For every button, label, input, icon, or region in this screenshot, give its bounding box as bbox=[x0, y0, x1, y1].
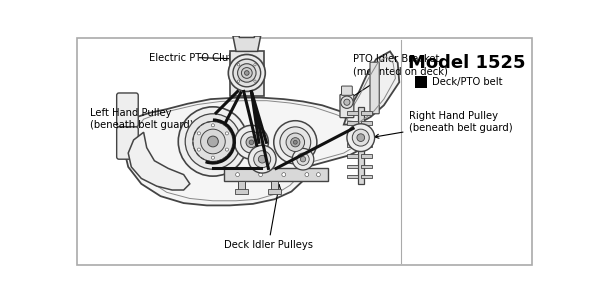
Bar bbox=[347, 132, 358, 136]
Bar bbox=[230, 51, 264, 96]
Circle shape bbox=[280, 127, 311, 158]
Bar bbox=[361, 165, 371, 168]
Bar bbox=[347, 122, 358, 125]
Bar bbox=[358, 107, 364, 184]
Bar bbox=[347, 165, 358, 168]
Bar bbox=[224, 168, 328, 181]
Circle shape bbox=[274, 121, 317, 164]
Circle shape bbox=[282, 173, 286, 176]
Circle shape bbox=[300, 157, 306, 162]
Circle shape bbox=[248, 145, 276, 173]
FancyBboxPatch shape bbox=[117, 127, 138, 159]
Polygon shape bbox=[124, 98, 372, 206]
Circle shape bbox=[228, 55, 265, 92]
FancyBboxPatch shape bbox=[77, 38, 533, 266]
FancyBboxPatch shape bbox=[117, 93, 138, 127]
Bar bbox=[235, 189, 248, 194]
Bar bbox=[361, 143, 371, 147]
Circle shape bbox=[245, 70, 249, 75]
Text: Right Hand Pulley
(beneath belt guard): Right Hand Pulley (beneath belt guard) bbox=[375, 111, 512, 138]
Circle shape bbox=[236, 173, 239, 176]
Circle shape bbox=[198, 132, 201, 135]
Text: Deck/PTO belt: Deck/PTO belt bbox=[431, 77, 502, 87]
Circle shape bbox=[259, 173, 262, 176]
Circle shape bbox=[237, 80, 240, 82]
Circle shape bbox=[208, 136, 218, 147]
Circle shape bbox=[297, 153, 309, 165]
Bar bbox=[361, 132, 371, 136]
Text: Electric PTO Clutch: Electric PTO Clutch bbox=[149, 52, 244, 63]
Circle shape bbox=[211, 156, 214, 159]
Circle shape bbox=[226, 132, 228, 135]
Polygon shape bbox=[233, 36, 261, 51]
Circle shape bbox=[237, 64, 240, 66]
Circle shape bbox=[286, 133, 305, 152]
Circle shape bbox=[242, 68, 252, 78]
Circle shape bbox=[249, 140, 253, 145]
Text: Deck Idler Pulleys: Deck Idler Pulleys bbox=[224, 185, 313, 250]
Polygon shape bbox=[129, 132, 190, 190]
Bar bbox=[271, 181, 278, 190]
Bar bbox=[347, 175, 358, 178]
Circle shape bbox=[305, 173, 309, 176]
Text: PTO Idler Bracket
(mounted on deck): PTO Idler Bracket (mounted on deck) bbox=[349, 55, 448, 99]
Circle shape bbox=[341, 96, 353, 108]
Bar bbox=[361, 175, 371, 178]
Circle shape bbox=[292, 148, 314, 170]
Circle shape bbox=[240, 131, 262, 153]
Circle shape bbox=[211, 124, 214, 127]
Bar bbox=[268, 189, 281, 194]
Bar bbox=[347, 111, 358, 115]
Circle shape bbox=[293, 140, 298, 144]
Polygon shape bbox=[344, 51, 399, 124]
Text: Left Hand Pulley
(beneath belt guard): Left Hand Pulley (beneath belt guard) bbox=[90, 108, 193, 136]
Bar bbox=[361, 154, 371, 158]
Polygon shape bbox=[239, 28, 255, 38]
Circle shape bbox=[233, 59, 261, 87]
Circle shape bbox=[246, 137, 257, 148]
Circle shape bbox=[234, 125, 268, 159]
Circle shape bbox=[254, 64, 256, 66]
Circle shape bbox=[258, 155, 266, 163]
Circle shape bbox=[178, 107, 248, 176]
Circle shape bbox=[201, 129, 226, 154]
Bar bbox=[347, 154, 358, 158]
Circle shape bbox=[253, 151, 271, 168]
Circle shape bbox=[193, 122, 233, 161]
Bar bbox=[347, 143, 358, 147]
Circle shape bbox=[226, 148, 228, 151]
FancyBboxPatch shape bbox=[340, 94, 354, 118]
Bar bbox=[415, 76, 427, 88]
Circle shape bbox=[237, 64, 256, 82]
Circle shape bbox=[347, 124, 375, 152]
Bar bbox=[237, 181, 245, 190]
Circle shape bbox=[352, 129, 369, 146]
Bar bbox=[361, 122, 371, 125]
Text: Model 1525: Model 1525 bbox=[408, 54, 526, 72]
Circle shape bbox=[291, 138, 300, 147]
Circle shape bbox=[198, 148, 201, 151]
Circle shape bbox=[185, 114, 240, 169]
Bar bbox=[361, 111, 371, 115]
Circle shape bbox=[317, 173, 320, 176]
Circle shape bbox=[254, 80, 256, 82]
Circle shape bbox=[344, 99, 350, 105]
Circle shape bbox=[357, 134, 365, 142]
FancyBboxPatch shape bbox=[370, 62, 379, 114]
FancyBboxPatch shape bbox=[342, 86, 352, 95]
